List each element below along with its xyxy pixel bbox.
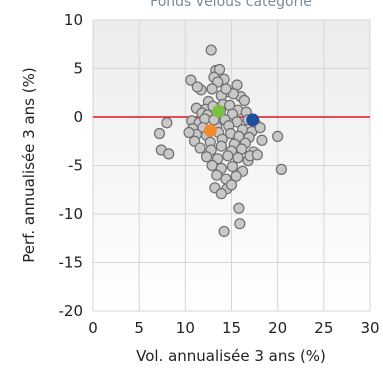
data-points	[153, 44, 287, 238]
category-fund-point	[213, 63, 226, 76]
x-tick-label: 0	[88, 319, 98, 337]
y-tick-label: -15	[59, 254, 84, 272]
x-axis-label: Vol. annualisée 3 ans (%)	[136, 347, 326, 365]
y-tick-label: 5	[73, 60, 83, 78]
x-tick-label: 5	[134, 319, 144, 337]
category-fund-point	[220, 83, 232, 95]
category-fund-point	[225, 179, 238, 191]
x-tick-label: 20	[268, 319, 287, 337]
category-fund-point	[232, 152, 244, 164]
category-fund-point	[251, 149, 263, 161]
x-tick-label: 10	[176, 319, 195, 337]
category-fund-point	[183, 126, 195, 139]
category-fund-point	[215, 188, 227, 200]
highlighted-fund-point	[203, 124, 217, 138]
category-fund-point	[234, 218, 246, 230]
category-fund-point	[275, 163, 287, 175]
category-fund-point	[205, 44, 217, 56]
category-fund-point	[185, 74, 197, 86]
category-fund-point	[256, 134, 268, 146]
highlighted-fund-point	[212, 104, 226, 118]
category-fund-point	[163, 148, 175, 160]
category-fund-point	[206, 83, 218, 95]
category-fund-point	[161, 117, 173, 129]
x-tick-label: 15	[222, 319, 241, 337]
y-axis-label: Perf. annualisée 3 ans (%)	[20, 67, 38, 262]
category-fund-point	[211, 169, 223, 181]
tick-labels: 0 5 10 15 20 25 30 -20 -15 -10 -5 0 5 10	[59, 11, 380, 337]
category-fund-point	[206, 159, 218, 172]
category-fund-point	[200, 151, 213, 163]
x-tick-label: 30	[360, 319, 379, 337]
y-tick-label: -5	[68, 157, 83, 175]
category-fund-point	[238, 94, 251, 107]
category-fund-point	[153, 127, 166, 140]
y-tick-label: 10	[64, 11, 83, 29]
category-fund-point	[191, 81, 203, 93]
category-fund-point	[226, 160, 239, 173]
category-fund-point	[254, 122, 266, 134]
category-fund-point	[222, 150, 234, 162]
category-fund-point	[233, 202, 245, 214]
highlighted-fund-point	[246, 113, 260, 127]
category-fund-point	[272, 130, 284, 142]
category-fund-point	[230, 170, 242, 182]
category-fund-point	[215, 140, 227, 152]
category-fund-point	[194, 142, 206, 154]
y-tick-label: 0	[73, 108, 83, 126]
chart-title: Fonds vélous catégorie	[150, 0, 312, 10]
y-tick-label: -10	[59, 205, 84, 223]
category-fund-point	[218, 225, 230, 238]
x-tick-label: 25	[314, 319, 333, 337]
y-tick-label: -20	[59, 302, 84, 320]
